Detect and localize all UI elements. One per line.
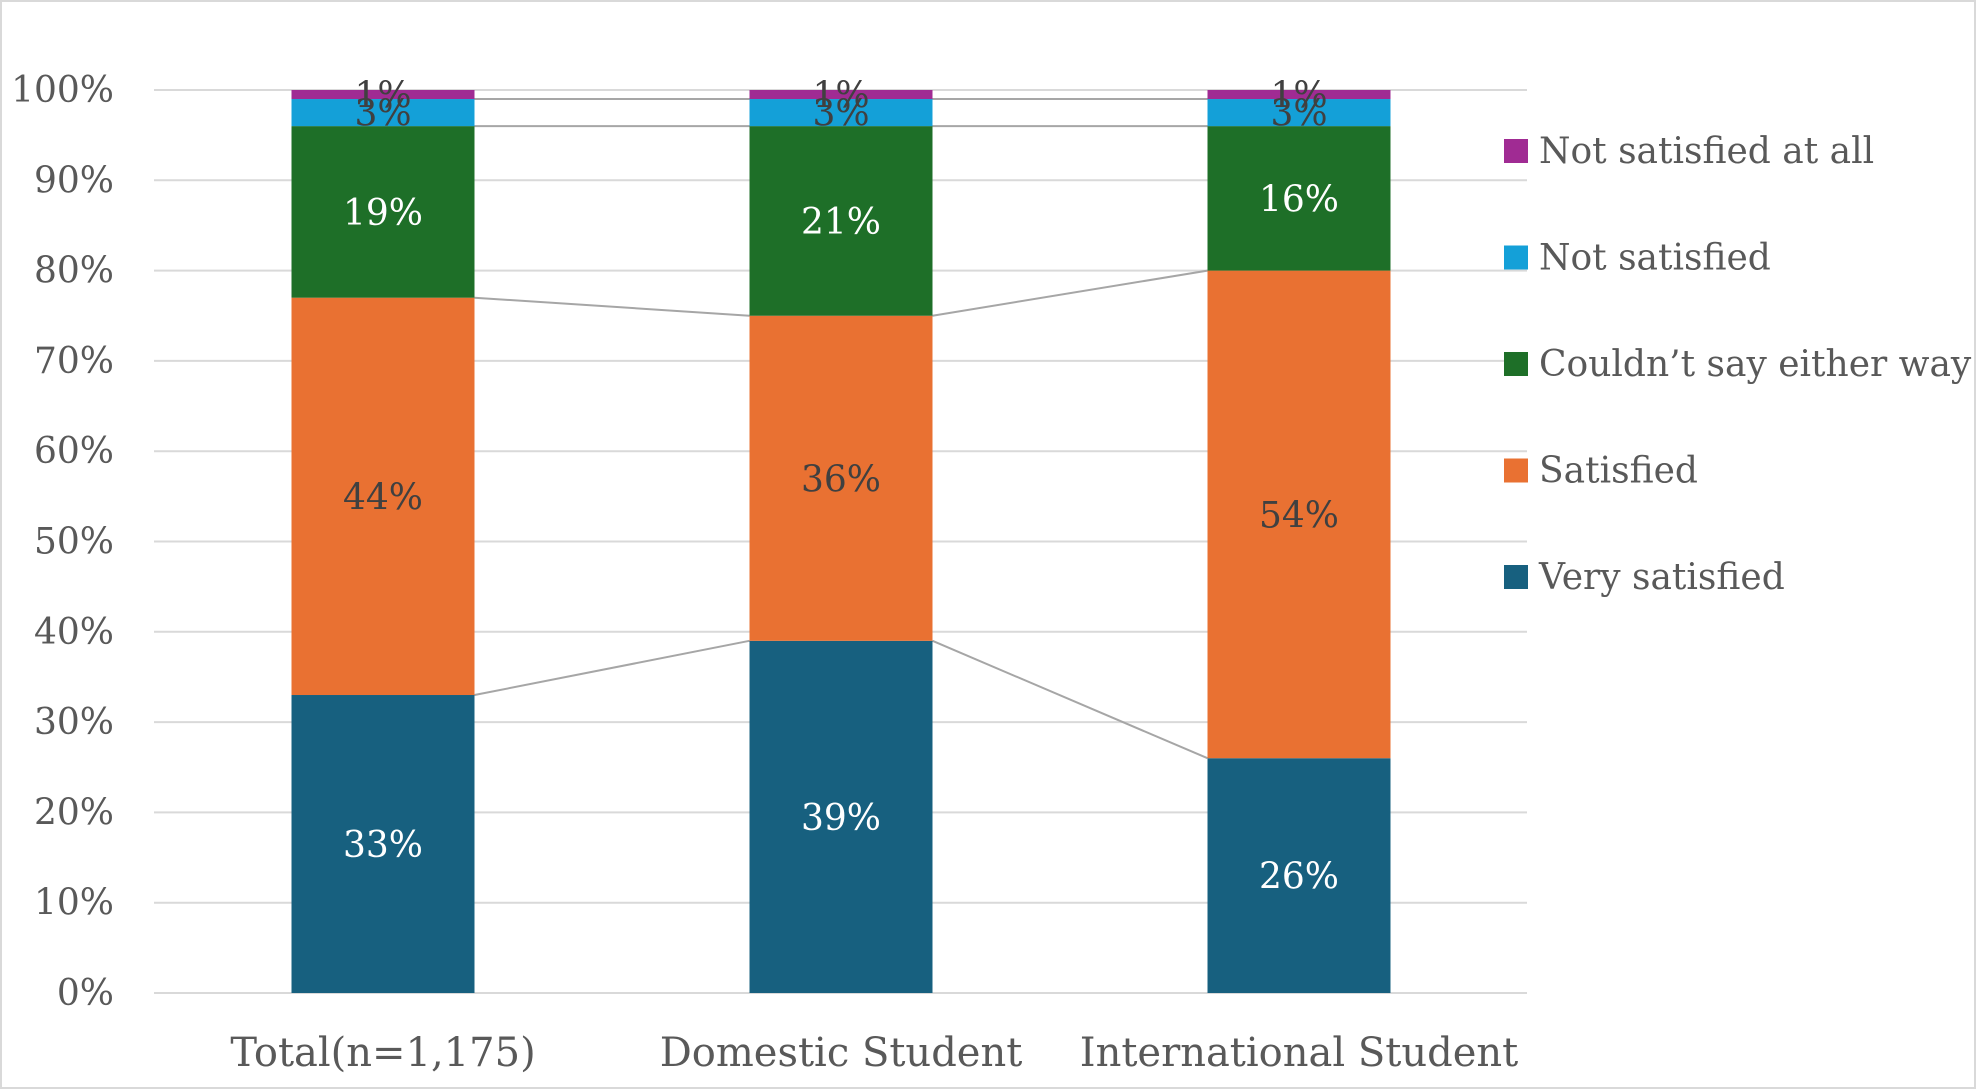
data-label: 54% <box>1259 495 1339 536</box>
data-label: 1% <box>1270 76 1327 117</box>
bars <box>291 90 1391 993</box>
legend-label: Very satisfied <box>1538 557 1785 598</box>
bar-segment <box>749 315 933 641</box>
legend-label: Not satisfied <box>1539 238 1771 279</box>
data-label: 3% <box>354 94 411 135</box>
bar-segment <box>291 90 475 100</box>
bar-segment <box>749 90 933 100</box>
series-line <box>932 269 1208 317</box>
data-label: 19% <box>343 193 423 234</box>
data-label: 33% <box>343 825 423 866</box>
bar-segment <box>1207 270 1391 759</box>
bar-segment <box>1207 90 1391 100</box>
y-tick-label: 30% <box>34 702 114 743</box>
bar-segment <box>1207 99 1391 127</box>
y-tick-label: 0% <box>57 973 114 1014</box>
data-labels: 33%44%19%3%1%39%36%21%3%1%26%54%16%3%1% <box>343 76 1339 898</box>
y-tick-label: 60% <box>34 431 114 472</box>
data-label: 44% <box>343 477 423 518</box>
series-line <box>474 296 750 317</box>
x-category-label: Total(n=1,175) <box>230 1030 535 1076</box>
legend-swatch <box>1504 139 1528 163</box>
y-tick-label: 50% <box>34 522 114 563</box>
legend-label: Satisfied <box>1539 451 1698 492</box>
bar-segment <box>291 297 475 696</box>
data-label: 1% <box>354 76 411 117</box>
legend-label: Couldn’t say either way <box>1539 344 1972 385</box>
x-category-label: Domestic Student <box>660 1030 1023 1076</box>
bar-segment <box>291 695 475 993</box>
y-tick-label: 80% <box>34 251 114 292</box>
legend-swatch <box>1504 458 1528 483</box>
bar-segment <box>291 126 475 298</box>
y-tick-label: 20% <box>34 792 114 833</box>
y-tick-label: 40% <box>34 612 114 653</box>
data-label: 3% <box>1270 94 1327 135</box>
series-line <box>474 639 750 696</box>
series-line <box>932 639 1208 760</box>
data-label: 1% <box>812 76 869 117</box>
legend-swatch <box>1504 352 1528 376</box>
data-label: 39% <box>801 798 881 839</box>
bar-segment <box>1207 758 1391 993</box>
y-tick-label: 70% <box>34 341 114 382</box>
data-label: 16% <box>1259 179 1339 220</box>
data-label: 36% <box>801 459 881 500</box>
data-label: 21% <box>801 202 881 243</box>
bar-segment <box>1207 126 1391 271</box>
y-tick-label: 90% <box>34 160 114 201</box>
y-tick-label: 100% <box>11 70 114 111</box>
y-tick-label: 10% <box>34 883 114 924</box>
series-lines <box>474 98 1208 760</box>
data-label: 26% <box>1259 857 1339 898</box>
legend-swatch <box>1504 245 1528 270</box>
legend: Not satisfied at all Not satisfied Couldn’… <box>1504 131 1972 598</box>
legend-label: Not satisfied at all <box>1539 131 1874 172</box>
legend-swatch <box>1504 565 1528 589</box>
bar-segment <box>749 640 933 993</box>
data-label: 3% <box>812 94 869 135</box>
x-category-label: International Student <box>1080 1030 1518 1076</box>
bar-segment <box>749 99 933 127</box>
y-axis-ticks: 0% 10% 20% 30% 40% 50% 60% 70% 80% 90% 100% <box>11 70 114 1014</box>
bar-segment <box>749 126 933 316</box>
x-axis-categories: Total(n=1,175) Domestic Student Internatio… <box>230 1030 1518 1076</box>
bar-segment <box>291 99 475 127</box>
